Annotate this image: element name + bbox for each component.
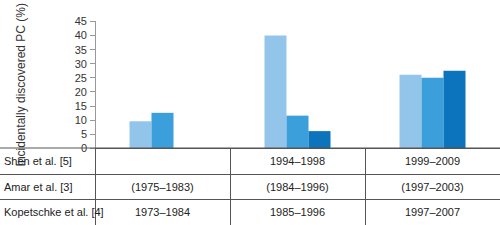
svg-text:1999–2009: 1999–2009: [405, 155, 460, 167]
svg-text:Shen et al. [5]: Shen et al. [5]: [4, 155, 72, 167]
svg-text:10: 10: [75, 114, 87, 126]
svg-text:(1984–1996): (1984–1996): [266, 181, 328, 193]
svg-text:(1975–1983): (1975–1983): [131, 181, 193, 193]
svg-text:25: 25: [75, 72, 87, 84]
svg-text:Incidentally discovered PC (%): Incidentally discovered PC (%): [14, 3, 28, 166]
svg-text:1997–2007: 1997–2007: [405, 206, 460, 218]
svg-text:15: 15: [75, 100, 87, 112]
svg-text:20: 20: [75, 86, 87, 98]
svg-text:1985–1996: 1985–1996: [270, 206, 325, 218]
svg-text:Kopetschke et al. [4]: Kopetschke et al. [4]: [4, 206, 104, 218]
svg-text:30: 30: [75, 58, 87, 70]
svg-text:35: 35: [75, 44, 87, 56]
svg-text:1973–1984: 1973–1984: [135, 206, 190, 218]
svg-text:40: 40: [75, 29, 87, 41]
svg-text:Amar et al. [3]: Amar et al. [3]: [4, 181, 72, 193]
svg-text:5: 5: [81, 128, 87, 140]
svg-text:0: 0: [80, 142, 87, 154]
svg-text:1994–1998: 1994–1998: [270, 155, 325, 167]
svg-text:45: 45: [75, 15, 87, 27]
svg-text:(1997–2003): (1997–2003): [401, 181, 463, 193]
